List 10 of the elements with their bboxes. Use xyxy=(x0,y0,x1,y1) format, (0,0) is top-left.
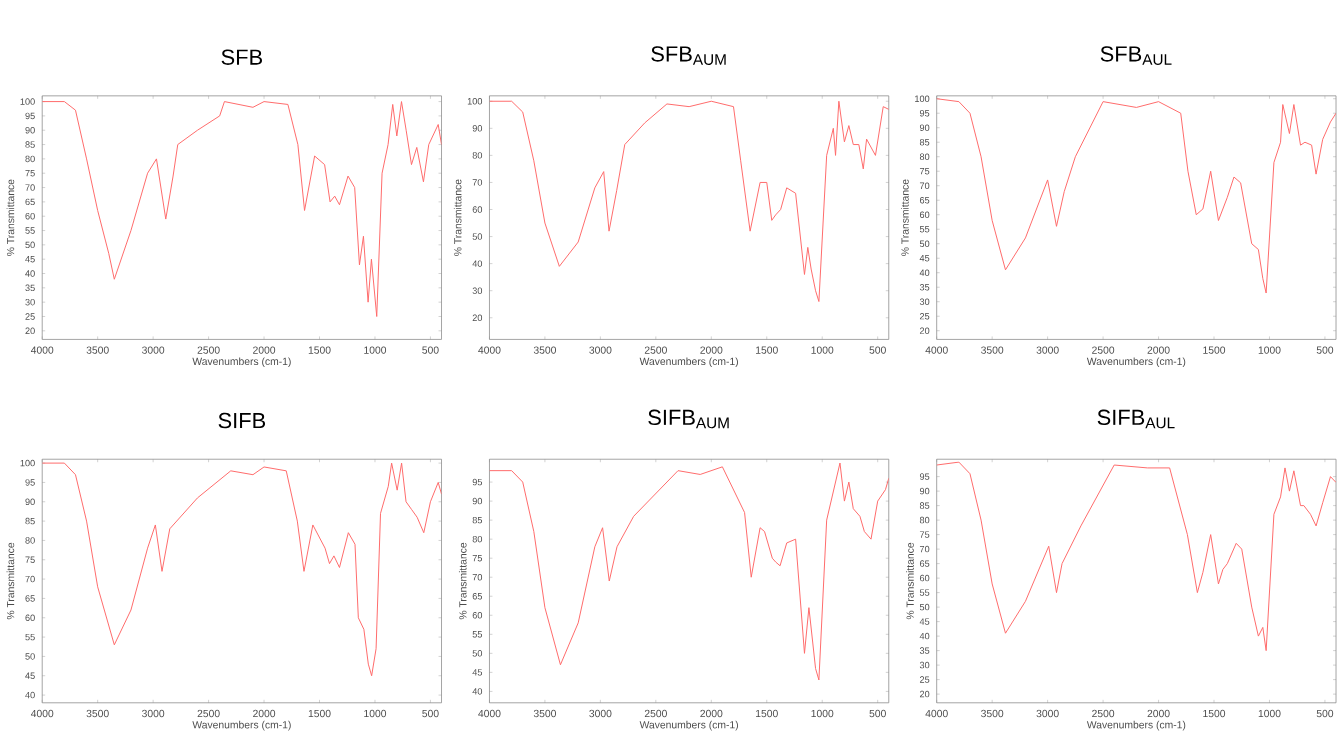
chart-title: SIFB$_{AUL}$ xyxy=(1097,409,1175,428)
line-series xyxy=(42,100,442,317)
chart-title: SFB$_{AUM}$ xyxy=(651,45,726,65)
chart-title: SFB$_{AUL}$ xyxy=(1100,45,1172,65)
line-series xyxy=(42,462,442,676)
chart-title: SFB xyxy=(221,49,262,65)
chart-title: SIFB xyxy=(218,412,266,428)
chart-title: SIFB$_{AUM}$ xyxy=(648,409,729,428)
line-series xyxy=(489,100,889,302)
line-series xyxy=(936,461,1337,651)
